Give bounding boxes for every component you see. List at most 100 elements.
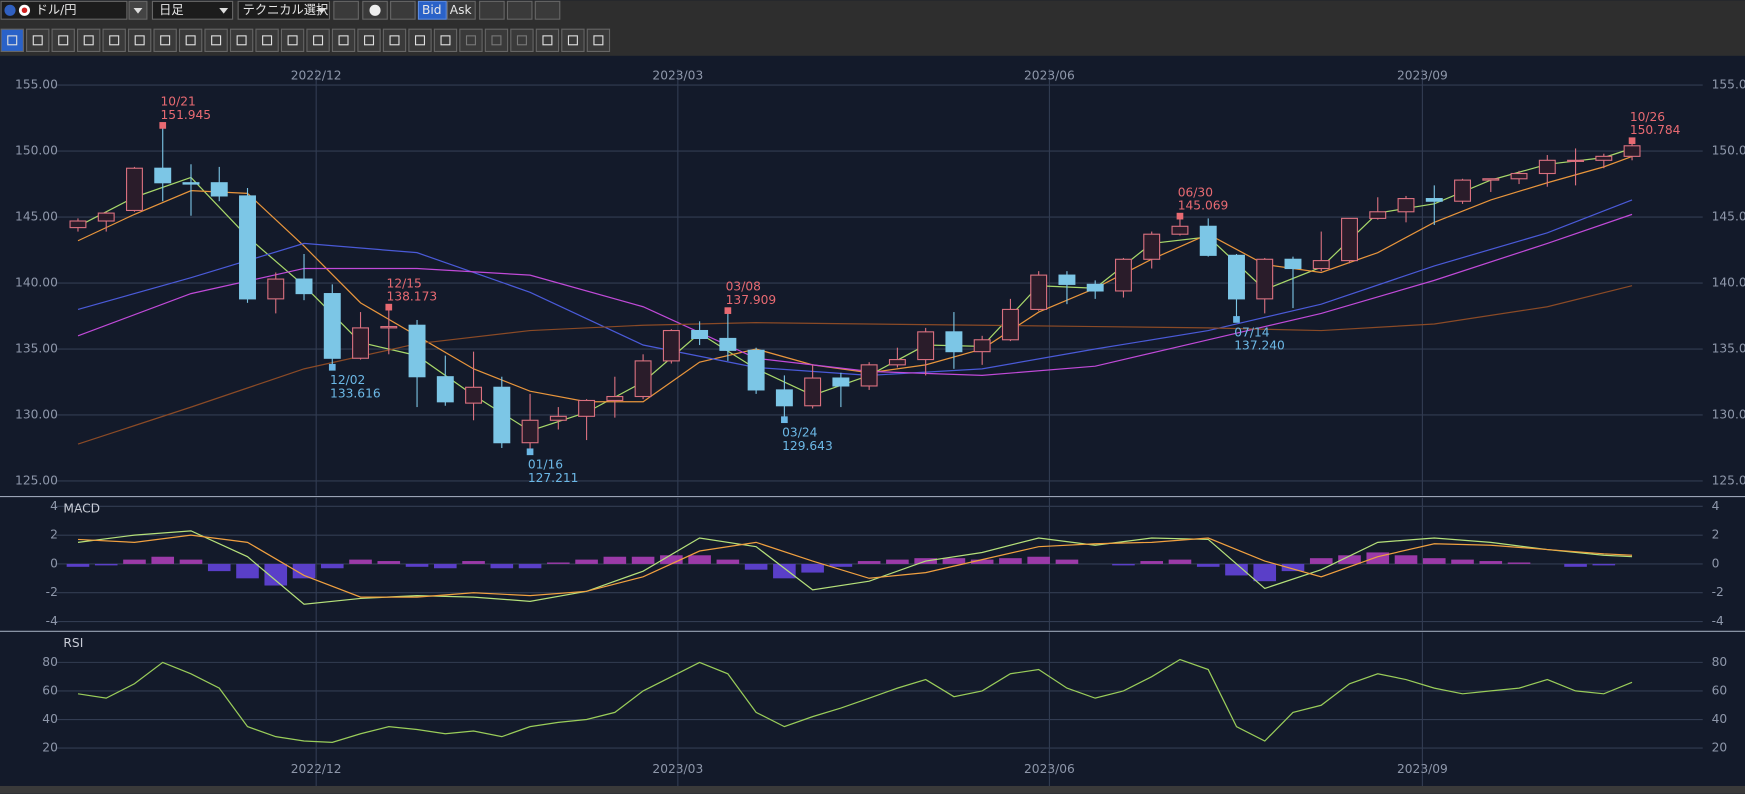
panel-title: MACD bbox=[63, 501, 100, 515]
indicator-button[interactable] bbox=[479, 0, 505, 20]
macd-histogram-bar bbox=[433, 563, 457, 569]
x-tick-label: 2022/12 bbox=[291, 68, 342, 82]
x-tick-label: 2023/09 bbox=[1397, 68, 1448, 82]
indicator-line bbox=[77, 285, 1633, 445]
macd-histogram-bar bbox=[94, 563, 118, 566]
zoom-in-button[interactable] bbox=[534, 0, 561, 20]
macd-histogram-bar bbox=[1564, 563, 1587, 567]
tool-button[interactable] bbox=[77, 28, 101, 53]
macd-histogram-bar bbox=[660, 555, 683, 564]
technical-select[interactable] bbox=[237, 0, 330, 20]
ask-label: Ask bbox=[450, 3, 473, 17]
tool-button[interactable] bbox=[586, 28, 611, 53]
charts: 125.00 125.00 130.00 130.00 135.00 135.00 140.… bbox=[0, 68, 1745, 786]
extreme-marker bbox=[385, 303, 393, 311]
tool-button[interactable] bbox=[153, 28, 177, 53]
macd-histogram-bar bbox=[886, 559, 909, 564]
y-tick-label: 40 bbox=[42, 712, 58, 726]
y-tick-label-right: 2 bbox=[1712, 528, 1720, 542]
tool-button[interactable] bbox=[280, 28, 305, 53]
macd-histogram-bar bbox=[1281, 563, 1305, 572]
ask-button[interactable] bbox=[446, 0, 476, 20]
tool-button[interactable] bbox=[333, 0, 359, 20]
candle-body bbox=[578, 399, 596, 417]
macd-histogram-bar bbox=[1253, 563, 1277, 582]
macd-histogram-bar bbox=[1592, 563, 1616, 566]
candle-body bbox=[1425, 198, 1443, 202]
candle-body bbox=[1397, 198, 1415, 213]
extreme-value: 138.173 bbox=[387, 290, 438, 304]
extreme-value: 137.240 bbox=[1234, 339, 1285, 353]
extreme-marker bbox=[1176, 212, 1184, 220]
candle-body bbox=[1058, 274, 1076, 285]
macd-histogram-bar bbox=[829, 563, 853, 567]
extreme-marker bbox=[1628, 137, 1636, 145]
tool-button[interactable] bbox=[0, 28, 24, 53]
bid-button[interactable] bbox=[417, 0, 447, 20]
y-tick-label-right: 130.00 bbox=[1712, 407, 1745, 421]
tool-button[interactable] bbox=[331, 28, 356, 53]
candle-body bbox=[1595, 155, 1613, 161]
chart-style-button[interactable] bbox=[390, 0, 416, 20]
candle-body bbox=[1454, 179, 1471, 202]
candle-body bbox=[747, 349, 765, 391]
extreme-date: 07/14 bbox=[1234, 325, 1269, 339]
tool-button[interactable] bbox=[357, 28, 381, 53]
extreme-value: 129.643 bbox=[782, 439, 833, 453]
extreme-date: 03/08 bbox=[726, 280, 761, 294]
y-tick-label-right: 125.00 bbox=[1712, 473, 1745, 487]
tool-button[interactable] bbox=[127, 28, 152, 53]
y-tick-label-right: 135.00 bbox=[1712, 342, 1745, 356]
tool-button[interactable] bbox=[178, 28, 203, 53]
macd-histogram-bar bbox=[1168, 559, 1192, 564]
tool-button[interactable] bbox=[382, 28, 407, 53]
candle-body bbox=[267, 278, 285, 300]
period-select[interactable] bbox=[151, 0, 234, 20]
macd-histogram-bar bbox=[349, 559, 372, 564]
candle-body bbox=[1482, 178, 1500, 181]
candle-body bbox=[380, 326, 398, 329]
tool-button[interactable] bbox=[204, 28, 228, 53]
candle-body bbox=[352, 327, 369, 359]
flag-us bbox=[4, 4, 16, 16]
macd-histogram-bar bbox=[292, 563, 316, 579]
macd-histogram-bar bbox=[1394, 555, 1418, 564]
y-tick-label: 2 bbox=[50, 528, 58, 542]
macd-histogram-bar bbox=[1422, 558, 1446, 564]
indicator-line bbox=[77, 658, 1633, 743]
macd-histogram-bar bbox=[603, 556, 627, 564]
tool-button[interactable] bbox=[408, 28, 432, 53]
candle-body bbox=[1228, 254, 1245, 300]
candle-body bbox=[634, 360, 652, 398]
tool-button[interactable] bbox=[561, 28, 585, 53]
tool-button[interactable] bbox=[484, 28, 509, 53]
tool-icon bbox=[287, 35, 298, 46]
candle-body bbox=[97, 212, 115, 222]
candle-body bbox=[295, 278, 313, 295]
candle-body bbox=[465, 386, 483, 404]
candle-body bbox=[1341, 217, 1358, 262]
tool-button[interactable] bbox=[535, 28, 560, 53]
tool-button[interactable] bbox=[433, 28, 458, 53]
extreme-date: 12/15 bbox=[387, 276, 422, 290]
candle-body bbox=[1143, 233, 1161, 260]
candle-body bbox=[662, 329, 680, 362]
candle-body bbox=[973, 339, 991, 353]
tool-button[interactable] bbox=[255, 28, 279, 53]
symbol-select[interactable] bbox=[0, 0, 128, 20]
macd-histogram-bar bbox=[320, 563, 344, 569]
candle-body bbox=[1114, 258, 1132, 292]
tool-button[interactable] bbox=[306, 28, 330, 53]
zoom-out-button[interactable] bbox=[506, 0, 533, 20]
tool-button[interactable] bbox=[26, 28, 50, 53]
macd-histogram-bar bbox=[462, 561, 485, 564]
y-tick-label-right: 4 bbox=[1712, 499, 1720, 513]
tool-button[interactable] bbox=[510, 28, 534, 53]
candle-body bbox=[804, 377, 822, 407]
tool-button[interactable] bbox=[51, 28, 75, 53]
tool-button[interactable] bbox=[102, 28, 126, 53]
candle-body bbox=[1256, 258, 1274, 300]
tool-icon bbox=[313, 35, 324, 46]
tool-button[interactable] bbox=[459, 28, 483, 53]
tool-button[interactable] bbox=[229, 28, 254, 53]
